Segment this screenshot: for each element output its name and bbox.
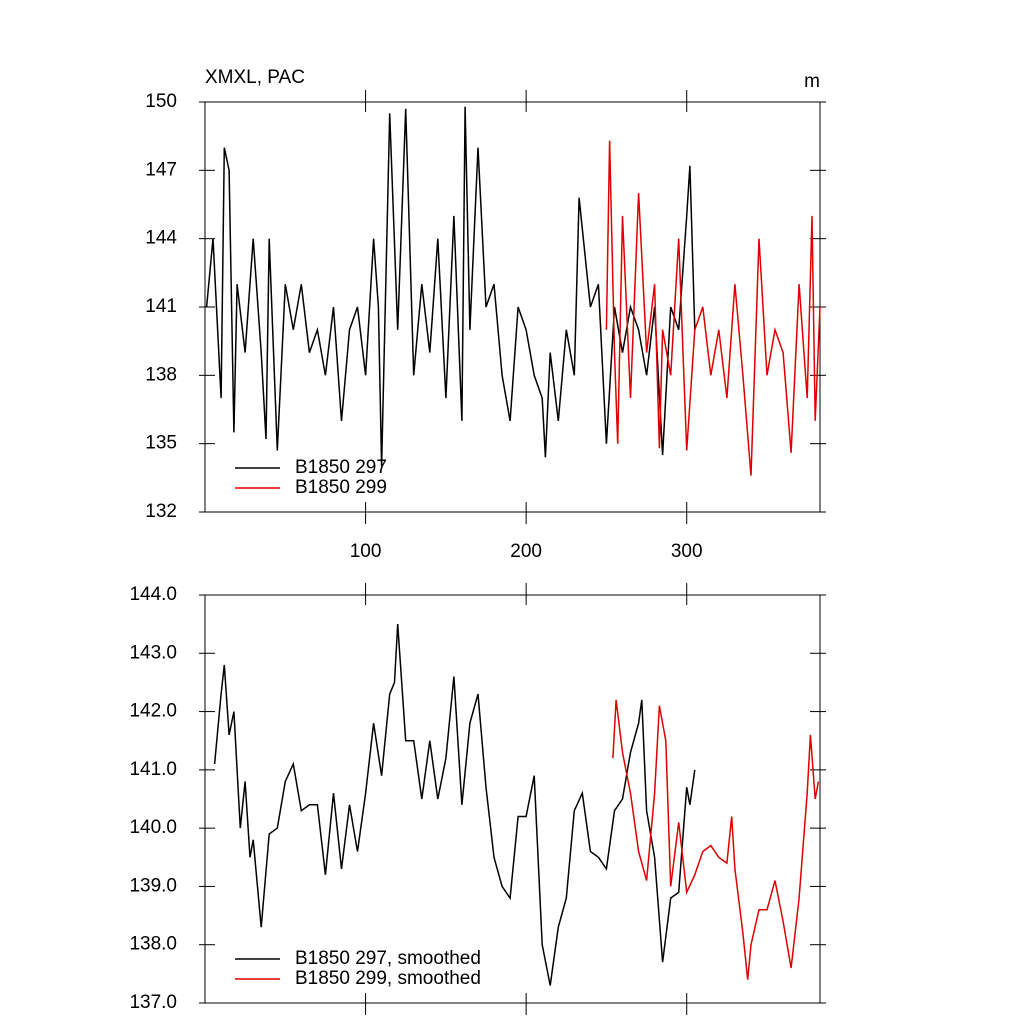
series-line bbox=[612, 699, 820, 980]
plot-frame bbox=[204, 594, 821, 1004]
y-tick-label: 144.0 bbox=[129, 584, 177, 605]
y-tick-label: 137.0 bbox=[129, 992, 177, 1013]
y-tick-label: 140.0 bbox=[129, 817, 177, 838]
x-tick-label: 100 bbox=[350, 541, 382, 562]
y-tick-label: 138 bbox=[145, 364, 177, 385]
x-tick-label: 300 bbox=[671, 541, 703, 562]
series-line bbox=[205, 106, 696, 467]
x-tick-label: 200 bbox=[510, 541, 542, 562]
legend-label: B1850 297 bbox=[295, 457, 387, 478]
y-tick-label: 142.0 bbox=[129, 701, 177, 722]
y-tick-label: 138.0 bbox=[129, 934, 177, 955]
legend-label: B1850 297, smoothed bbox=[295, 948, 481, 969]
chart-title: XMXL, PAC bbox=[205, 67, 305, 88]
y-tick-label: 143.0 bbox=[129, 642, 177, 663]
units-label: m bbox=[804, 71, 820, 92]
legend-label: B1850 299, smoothed bbox=[295, 968, 481, 989]
series-line bbox=[605, 140, 821, 476]
y-tick-label: 141 bbox=[145, 296, 177, 317]
legend-label: B1850 299 bbox=[295, 477, 387, 498]
y-tick-label: 135 bbox=[145, 433, 177, 454]
y-tick-label: 132 bbox=[145, 501, 177, 522]
y-tick-label: 144 bbox=[145, 228, 177, 249]
y-tick-label: 150 bbox=[145, 91, 177, 112]
y-tick-label: 141.0 bbox=[129, 759, 177, 780]
y-tick-label: 139.0 bbox=[129, 875, 177, 896]
y-tick-label: 147 bbox=[145, 159, 177, 180]
series-line bbox=[213, 624, 696, 986]
